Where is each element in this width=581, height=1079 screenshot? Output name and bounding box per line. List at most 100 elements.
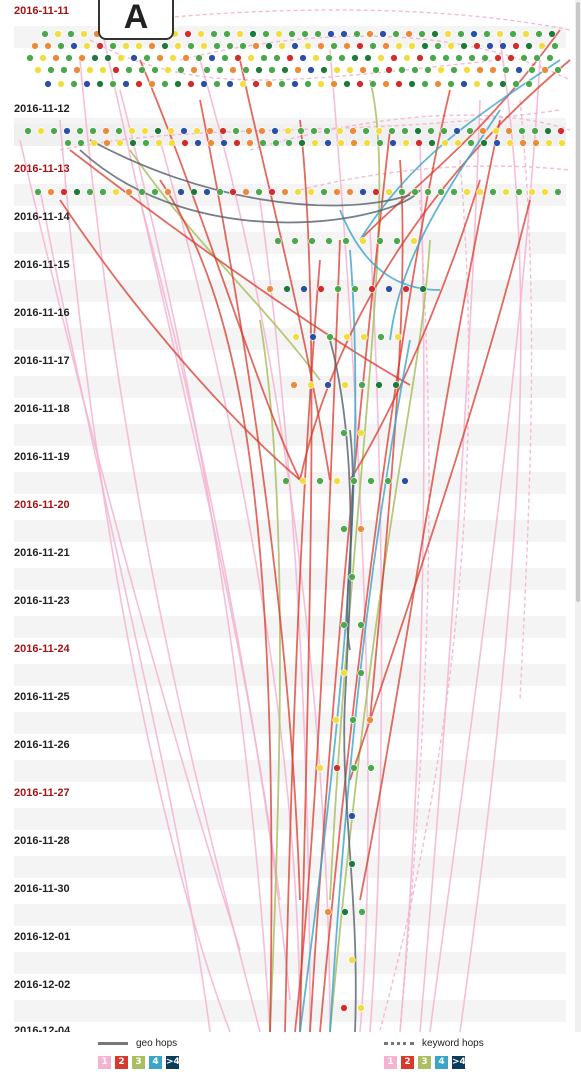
- row-band: [14, 520, 566, 542]
- legend-keyword-hops: keyword hops 1 2 3 4 >4: [384, 1036, 484, 1069]
- event-dot: [65, 140, 72, 147]
- vertical-scrollbar[interactable]: [575, 0, 581, 1032]
- event-dot: [545, 128, 552, 135]
- event-dot: [383, 43, 390, 50]
- event-dot: [198, 31, 205, 38]
- event-dot: [456, 55, 463, 62]
- event-dot: [287, 55, 294, 62]
- event-dot: [105, 55, 112, 62]
- event-dot: [269, 189, 276, 196]
- event-dot: [542, 189, 549, 196]
- event-dot: [364, 140, 371, 147]
- event-dot: [267, 286, 274, 293]
- legend-geo-hops: geo hops 1 2 3 4 >4: [98, 1036, 183, 1069]
- event-dot: [419, 31, 426, 38]
- event-dot: [308, 189, 315, 196]
- date-label: 2016-11-12: [14, 103, 70, 115]
- event-dot: [155, 128, 162, 135]
- event-dot: [191, 67, 198, 74]
- event-dot: [79, 55, 86, 62]
- legend-swatch: 1: [98, 1056, 111, 1069]
- event-dot: [506, 128, 513, 135]
- event-dot: [118, 55, 125, 62]
- date-label: 2016-12-01: [14, 931, 70, 943]
- event-dot: [259, 128, 266, 135]
- event-dot: [243, 189, 250, 196]
- event-dot: [399, 67, 406, 74]
- event-dot: [503, 67, 510, 74]
- event-dot: [168, 128, 175, 135]
- event-dot: [321, 189, 328, 196]
- event-dot: [214, 43, 221, 50]
- event-dot: [81, 31, 88, 38]
- event-dot: [139, 67, 146, 74]
- event-dot: [91, 140, 98, 147]
- scrollbar-thumb[interactable]: [576, 2, 580, 602]
- event-dot: [97, 81, 104, 88]
- event-dot: [510, 31, 517, 38]
- event-dot: [78, 140, 85, 147]
- row-band: [14, 1000, 566, 1022]
- event-dot: [393, 382, 400, 389]
- event-dot: [378, 55, 385, 62]
- event-dot: [461, 43, 468, 50]
- event-dot: [341, 526, 348, 533]
- event-dot: [217, 67, 224, 74]
- event-dot: [152, 189, 159, 196]
- event-dot: [529, 67, 536, 74]
- event-dot: [321, 67, 328, 74]
- event-dot: [373, 189, 380, 196]
- event-dot: [331, 43, 338, 50]
- timeline-visualization[interactable]: 2016-11-11 2016-11-12 2016-11-13 2016-11-14…: [0, 0, 575, 1032]
- event-dot: [325, 382, 332, 389]
- event-dot: [520, 140, 527, 147]
- event-dot: [188, 43, 195, 50]
- legend-geo-label: geo hops: [136, 1038, 177, 1049]
- event-dot: [516, 67, 523, 74]
- event-dot: [442, 140, 449, 147]
- event-dot: [490, 189, 497, 196]
- date-label: 2016-11-18: [14, 403, 70, 415]
- event-dot: [156, 140, 163, 147]
- event-dot: [240, 43, 247, 50]
- event-dot: [230, 67, 237, 74]
- event-dot: [103, 128, 110, 135]
- date-label: 2016-11-15: [14, 259, 70, 271]
- event-dot: [493, 128, 500, 135]
- event-dot: [227, 43, 234, 50]
- event-dot: [269, 67, 276, 74]
- event-dot: [360, 67, 367, 74]
- legend-swatch: >4: [166, 1056, 179, 1069]
- event-dot: [256, 189, 263, 196]
- date-label: 2016-11-13: [14, 163, 70, 175]
- event-dot: [529, 189, 536, 196]
- event-dot: [377, 140, 384, 147]
- event-dot: [342, 909, 349, 916]
- event-dot: [104, 140, 111, 147]
- event-dot: [341, 670, 348, 677]
- event-dot: [547, 55, 554, 62]
- event-dot: [383, 81, 390, 88]
- event-dot: [396, 43, 403, 50]
- event-dot: [68, 31, 75, 38]
- event-dot: [425, 67, 432, 74]
- event-dot: [204, 189, 211, 196]
- event-dot: [282, 189, 289, 196]
- event-dot: [363, 128, 370, 135]
- event-dot: [549, 31, 556, 38]
- event-dot: [341, 31, 348, 38]
- event-dot: [289, 31, 296, 38]
- event-dot: [415, 128, 422, 135]
- event-dot: [351, 140, 358, 147]
- event-dot: [443, 55, 450, 62]
- event-dot: [495, 55, 502, 62]
- row-band: [14, 760, 566, 782]
- event-dot: [395, 334, 402, 341]
- event-dot: [341, 1005, 348, 1012]
- row-band: [14, 664, 566, 686]
- event-dot: [66, 55, 73, 62]
- event-dot: [352, 55, 359, 62]
- event-dot: [451, 189, 458, 196]
- event-dot: [349, 861, 356, 868]
- event-dot: [61, 67, 68, 74]
